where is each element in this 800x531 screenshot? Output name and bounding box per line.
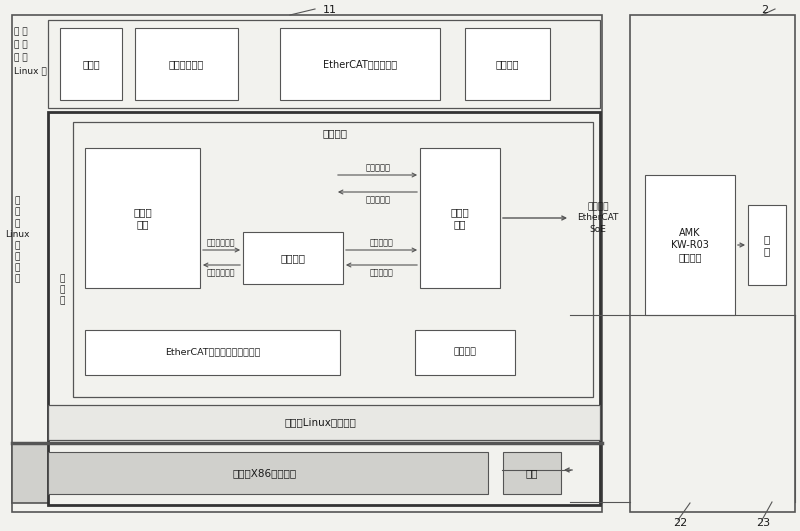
Text: 嵌
入
式
Linux
内
核
空
间: 嵌 入 式 Linux 内 核 空 间 — [5, 196, 30, 284]
Text: 嵌入式X86硬件平台: 嵌入式X86硬件平台 — [233, 468, 297, 478]
Bar — [135, 28, 238, 100]
Text: 应用层: 应用层 — [82, 59, 100, 69]
Bar — [415, 330, 515, 375]
Text: 速度指令值: 速度指令值 — [369, 238, 393, 247]
Text: 2: 2 — [762, 5, 769, 15]
Text: 单位换算: 单位换算 — [281, 253, 306, 263]
Text: 嵌 用: 嵌 用 — [14, 28, 28, 37]
Text: 驱
动
层: 驱 动 层 — [59, 275, 65, 306]
Text: 电
机: 电 机 — [764, 234, 770, 256]
Text: 式 空: 式 空 — [14, 54, 28, 63]
Text: EtherCAT通信协议栈: EtherCAT通信协议栈 — [323, 59, 397, 69]
Bar — [85, 330, 340, 375]
Text: 运动控
制层: 运动控 制层 — [133, 207, 152, 229]
Bar — [420, 148, 500, 288]
Bar — [243, 232, 343, 284]
Text: Linux 间: Linux 间 — [14, 66, 46, 75]
Bar — [12, 15, 602, 512]
Text: 主轴转速接口: 主轴转速接口 — [169, 59, 204, 69]
Bar — [85, 148, 200, 288]
Bar — [60, 28, 122, 100]
Bar — [48, 20, 600, 108]
Bar — [48, 452, 488, 494]
Text: 22: 22 — [673, 518, 687, 528]
Bar — [645, 175, 735, 315]
Text: EtherCAT通信协议栈内核驱动: EtherCAT通信协议栈内核驱动 — [165, 347, 260, 356]
Bar — [630, 15, 795, 512]
Text: 驱动状态字: 驱动状态字 — [366, 195, 390, 204]
Text: 主轴速度输出: 主轴速度输出 — [206, 238, 235, 247]
Bar — [503, 452, 561, 494]
Text: 通信协议
EtherCAT
SoE: 通信协议 EtherCAT SoE — [578, 202, 618, 234]
Text: 嵌入式Linux操作系统: 嵌入式Linux操作系统 — [284, 417, 356, 427]
Text: 网卡驱动: 网卡驱动 — [454, 347, 477, 356]
Text: 软电路层: 软电路层 — [322, 128, 347, 138]
Text: 网卡: 网卡 — [526, 468, 538, 478]
Bar — [465, 28, 550, 100]
Text: 应用接口: 应用接口 — [496, 59, 519, 69]
Bar — [280, 28, 440, 100]
Bar — [12, 443, 602, 503]
Bar — [48, 405, 600, 440]
Text: 23: 23 — [756, 518, 770, 528]
Text: 11: 11 — [323, 5, 337, 15]
Text: 主站控制字: 主站控制字 — [366, 164, 390, 173]
Bar — [48, 112, 600, 505]
Text: 入 户: 入 户 — [14, 40, 28, 49]
Bar — [748, 205, 786, 285]
Text: AMK
KW-R03
伺服驱动: AMK KW-R03 伺服驱动 — [671, 228, 709, 262]
Text: 速度反馈值: 速度反馈值 — [369, 269, 393, 278]
Bar — [73, 122, 593, 397]
Text: 主轴速度输入: 主轴速度输入 — [206, 269, 235, 278]
Text: 主轴控
制层: 主轴控 制层 — [450, 207, 470, 229]
